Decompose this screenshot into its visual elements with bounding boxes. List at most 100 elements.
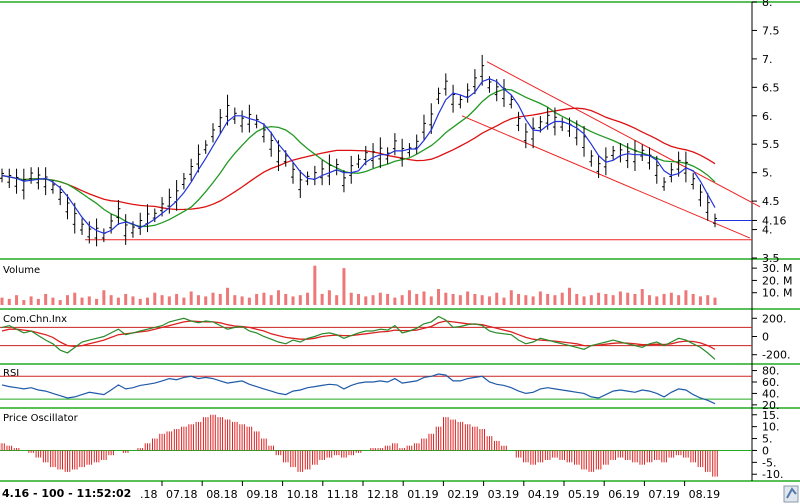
rsi-y-tick-label: 40.	[762, 387, 780, 400]
rsi-line	[1, 373, 716, 405]
volume-bar	[153, 292, 157, 305]
volume-bar	[524, 295, 528, 305]
cci-signal-line	[1, 320, 716, 350]
oscillator-panel	[0, 414, 752, 477]
volume-bar	[684, 290, 688, 305]
volume-bar	[437, 289, 441, 305]
volume-bar	[706, 295, 710, 305]
volume-bar	[349, 292, 353, 305]
volume-bar	[167, 296, 171, 305]
volume-bar	[22, 300, 26, 305]
volume-bar	[116, 297, 120, 305]
x-tick-partial: .18	[140, 488, 158, 501]
volume-bar	[284, 293, 288, 305]
volume-bar	[247, 297, 251, 305]
volume-bar	[233, 295, 237, 305]
volume-bar	[44, 293, 48, 305]
volume-y-tick-label: 20. M	[762, 274, 792, 287]
volume-bar	[386, 293, 390, 305]
price-y-tick-label: 5.5	[762, 138, 780, 151]
oscillator-y-tick-label: 0	[762, 444, 769, 457]
volume-y-tick-label: 30. M	[762, 262, 792, 275]
volume-bar	[371, 295, 375, 305]
x-tick-label: 12.18	[367, 488, 399, 501]
x-tick-label: 01.19	[407, 488, 439, 501]
volume-y-axis: 30. M20. M10. M	[752, 262, 792, 300]
x-tick-label: 03.19	[488, 488, 519, 501]
volume-bar	[320, 293, 324, 305]
cci-title: Com.Chn.Inx	[3, 314, 67, 325]
cci-y-tick-label: 200.	[762, 312, 787, 325]
volume-bar	[182, 297, 186, 305]
volume-bar	[240, 296, 244, 305]
volume-bar	[393, 297, 397, 305]
volume-bar	[662, 293, 666, 305]
volume-bar	[87, 296, 91, 305]
x-tick-label: 02.19	[447, 488, 479, 501]
chart-logo-icon[interactable]	[783, 485, 799, 503]
volume-bar	[429, 296, 433, 305]
rsi-y-tick-label: 60.	[762, 376, 780, 389]
cci-line	[1, 315, 716, 360]
oscillator-y-axis: 15.10.5.0-5.-10.	[752, 409, 783, 481]
volume-bar	[589, 295, 593, 305]
price-y-tick-label: 3.5	[762, 252, 780, 265]
price-y-tick-label: 4.	[762, 224, 773, 237]
ma-slow-line	[1, 107, 716, 211]
volume-bar	[357, 293, 360, 305]
volume-bar	[124, 293, 128, 305]
x-tick-label: 07.19	[648, 488, 680, 501]
volume-bar	[466, 291, 470, 305]
volume-bar	[211, 292, 215, 305]
volume-bar	[102, 290, 106, 305]
volume-bar	[160, 295, 164, 305]
price-y-tick-label: 5.	[762, 167, 773, 180]
volume-bar	[567, 287, 571, 305]
x-tick-label: 11.18	[327, 488, 359, 501]
volume-bar	[335, 295, 339, 305]
x-tick-label: 08.19	[689, 488, 721, 501]
volume-bar	[480, 295, 484, 305]
volume-bar	[364, 296, 368, 305]
volume-bar	[378, 292, 382, 305]
volume-bar	[640, 289, 644, 305]
x-tick-label: 07.18	[166, 488, 198, 501]
price-y-tick-label: 7.	[762, 53, 773, 66]
volume-bar	[51, 297, 55, 305]
ma-fast-line	[1, 78, 716, 234]
volume-bar	[7, 298, 11, 305]
oscillator-y-tick-label: 15.	[762, 409, 780, 422]
panel-frames	[0, 1, 800, 482]
volume-bar	[58, 300, 62, 305]
volume-bar	[255, 293, 259, 305]
volume-bar	[626, 292, 630, 305]
price-y-tick-label: 7.5	[762, 24, 780, 37]
volume-bar	[517, 293, 521, 305]
volume-bar	[15, 295, 19, 305]
volume-bar	[473, 293, 477, 305]
volume-bar	[262, 292, 266, 305]
volume-bar	[189, 291, 193, 305]
volume-bar	[407, 290, 411, 305]
oscillator-y-tick-label: 10.	[762, 421, 780, 434]
volume-bar	[29, 296, 33, 305]
cci-y-axis: 200. 0 -200.	[752, 312, 790, 362]
cci-panel	[0, 315, 752, 360]
x-tick-label: 06.19	[608, 488, 640, 501]
volume-bar	[131, 296, 135, 305]
volume-bar	[138, 298, 142, 305]
price-y-tick-label: 4.16	[762, 214, 787, 227]
x-tick-label: 09.18	[246, 488, 278, 501]
price-y-axis: 8. 7.5 7. 6.5 6. 5.5 5. 4.5 4.164. 3.5	[752, 0, 787, 265]
volume-bar	[313, 265, 317, 305]
volume-bar	[342, 268, 346, 305]
volume-bar	[546, 293, 550, 305]
volume-bar	[327, 290, 331, 305]
x-tick-label: 05.19	[568, 488, 600, 501]
volume-bar	[509, 290, 513, 305]
volume-bar	[204, 296, 208, 305]
volume-bar	[618, 291, 622, 305]
x-tick-label: 04.19	[528, 488, 560, 501]
volume-bar	[604, 293, 608, 305]
